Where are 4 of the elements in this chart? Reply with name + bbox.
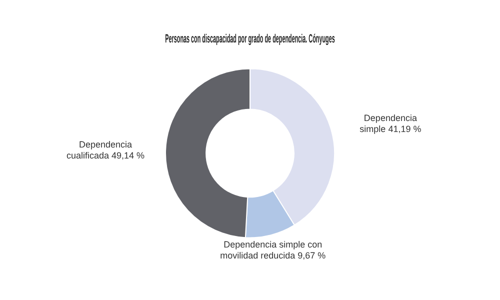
slice-label: Dependencia simple 41,19 %	[360, 113, 422, 134]
chart-title: Personas con discapacidad por grado de dependencia. Cónyuges	[165, 32, 335, 46]
slice-label: Dependencia cualificada 49,14 %	[66, 139, 145, 160]
slice-label: Dependencia simple con movilidad reducida 9,67 %	[220, 239, 326, 260]
